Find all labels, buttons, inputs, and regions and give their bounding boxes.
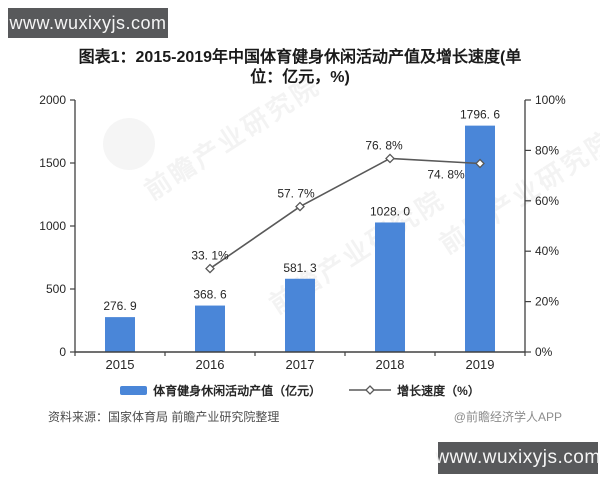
watermark-badge-bottom-right: www.wuxixyjs.com xyxy=(435,442,600,474)
watermark-badge-top-left: www.wuxixyjs.com xyxy=(8,8,168,38)
legend-item-bar-series: 体育健身休闲活动产值（亿元） xyxy=(120,382,321,399)
line-marker-2017 xyxy=(295,201,305,212)
chart-text: 2017 xyxy=(286,357,315,372)
chart-text: 1796. 6 xyxy=(460,108,500,122)
watermark-badge-bottom-right-text: www.wuxixyjs.com xyxy=(435,447,600,468)
chart-text: 581. 3 xyxy=(283,261,317,275)
data-source-text: 资料来源：国家体育局 前瞻产业研究院整理 xyxy=(48,410,280,424)
chart-text: 368. 6 xyxy=(193,288,227,302)
line-marker-2019 xyxy=(475,158,485,169)
legend-item-line-series: 增长速度（%） xyxy=(349,382,480,399)
chart-svg: 276. 9 368. 6 581. 3 1028. 0 1796. 6 0 500 1000… xyxy=(39,93,566,372)
bar-2017 xyxy=(285,278,315,352)
chart-text: 2015 xyxy=(106,357,135,372)
chart-text: 0 xyxy=(59,345,66,359)
line-series-marker-icon xyxy=(349,385,392,395)
chart-text: 40% xyxy=(535,244,559,258)
chart-text: 20% xyxy=(535,295,559,309)
chart-area: 276. 9 368. 6 581. 3 1028. 0 1796. 6 0 500 1000… xyxy=(0,93,600,380)
chart-title: 图表1：2015-2019年中国体育健身休闲活动产值及增长速度(单 位：亿元，%… xyxy=(0,48,600,88)
line-marker-2016 xyxy=(205,263,215,274)
bar-2018 xyxy=(375,222,405,352)
chart-title-line1: 图表1：2015-2019年中国体育健身休闲活动产值及增长速度(单 xyxy=(78,49,522,66)
chart-legend: 体育健身休闲活动产值（亿元） 增长速度（%） xyxy=(0,382,600,398)
chart-text: 57. 7% xyxy=(277,187,315,201)
chart-text: 74. 8% xyxy=(427,168,465,182)
watermark-badge-top-left-text: www.wuxixyjs.com xyxy=(9,12,167,33)
chart-text: 80% xyxy=(535,143,559,157)
chart-text: 276. 9 xyxy=(103,299,137,313)
chart-text: 2019 xyxy=(466,357,495,372)
chart-text: 2000 xyxy=(39,95,66,107)
chart-text: 60% xyxy=(535,194,559,208)
bar-2016 xyxy=(195,305,225,352)
chart-text: 33. 1% xyxy=(191,249,229,263)
bar-series-swatch-icon xyxy=(120,385,148,395)
chart-text: 1000 xyxy=(39,219,66,233)
bar-series-label: 体育健身休闲活动产值（亿元） xyxy=(153,383,322,398)
line-marker-2018 xyxy=(385,153,395,164)
credit-text: @前瞻经济学人APP xyxy=(453,410,562,424)
chart-text: 1028. 0 xyxy=(370,204,410,218)
chart-text: 2018 xyxy=(376,357,405,372)
chart-text: 76. 8% xyxy=(365,138,403,152)
chart-title-line2: 位：亿元，%) xyxy=(250,69,350,86)
line-series-label: 增长速度（%） xyxy=(397,383,480,398)
chart-text: 1500 xyxy=(39,156,66,170)
chart-text: 100% xyxy=(535,95,566,107)
growth-rate-line xyxy=(209,157,481,270)
bar-2015 xyxy=(105,317,135,352)
chart-text: 2016 xyxy=(196,357,225,372)
chart-text: 500 xyxy=(46,282,66,296)
chart-text: 0% xyxy=(535,345,553,359)
chart-footer: 资料来源：国家体育局 前瞻产业研究院整理 @前瞻经济学人APP xyxy=(0,408,600,425)
